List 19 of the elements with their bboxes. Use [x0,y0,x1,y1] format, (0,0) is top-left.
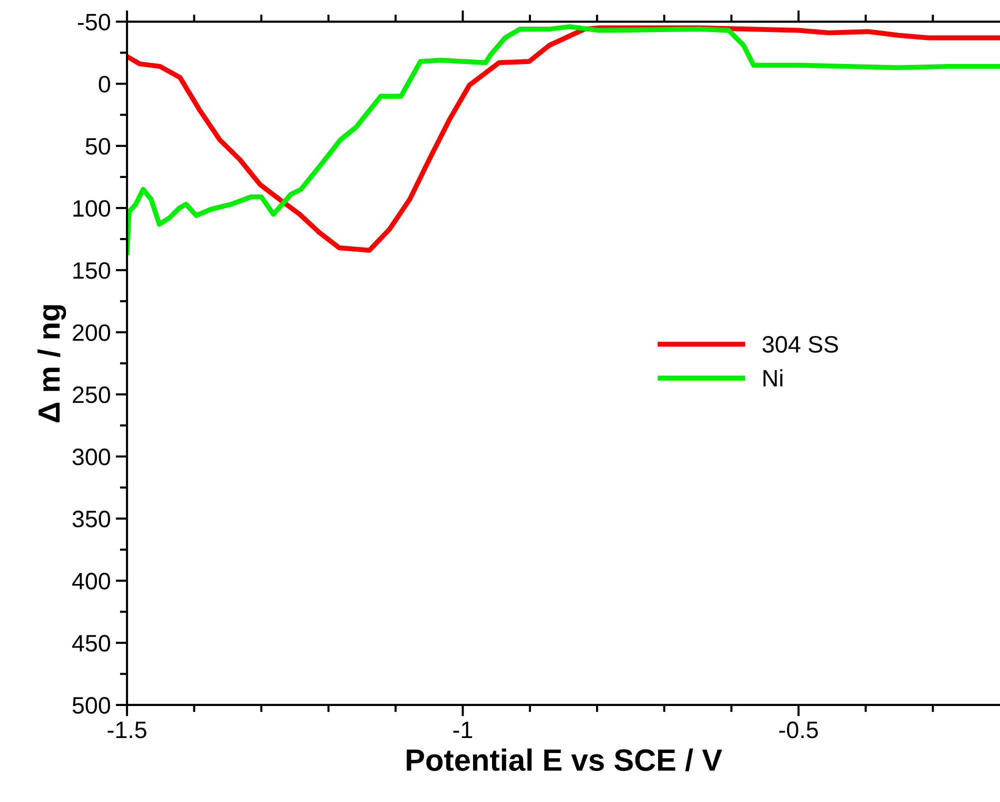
legend-label: 304 SS [762,336,838,353]
y-tick-label: 0 [98,76,110,93]
y-tick-label: 100 [73,200,110,217]
y-tick-label: 500 [72,697,110,714]
x-axis-title: Potential E vs SCE / V [406,748,722,772]
y-tick-label: 350 [72,510,110,528]
x-tick-label: -1 [453,722,472,738]
y-axis-title: Δ m / ng [37,305,66,422]
y-tick-label: 200 [72,324,110,342]
y-tick-label: 400 [72,572,110,590]
legend-label: Ni [764,369,782,386]
y-tick-label: 450 [72,634,110,652]
y-tick-label: 50 [86,138,110,155]
y-tick-label: 300 [72,448,110,466]
y-tick-label: 250 [72,386,110,404]
y-tick-label: -50 [78,14,110,30]
x-tick-label: -1.5 [108,722,146,738]
x-tick-label: -0.5 [779,722,818,738]
y-tick-label: 150 [73,262,110,279]
